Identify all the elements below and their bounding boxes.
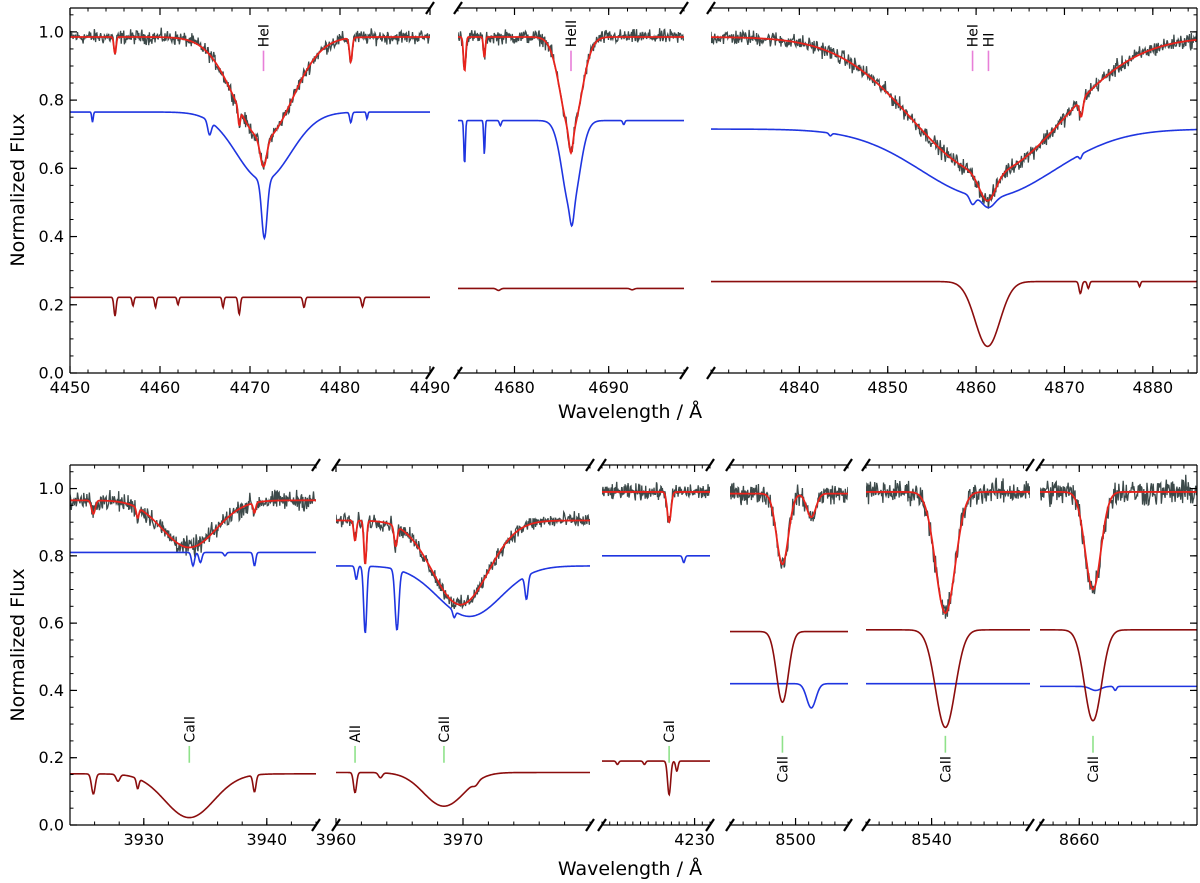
y-tick-label: 0.6 [39, 159, 64, 178]
x-tick-label: 3940 [246, 830, 287, 849]
line-id-label: CaII [1086, 756, 1102, 783]
x-tick-label: 4480 [320, 378, 361, 397]
hot-component-line [458, 119, 684, 228]
segment-1-1: 3960 3970 AlI CaII [316, 458, 595, 849]
axis-break-mark [1025, 818, 1035, 832]
x-tick-label: 8660 [1059, 830, 1100, 849]
y-tick-label: 1.0 [39, 479, 64, 498]
x-tick-label: 4870 [1044, 378, 1085, 397]
cool-component-line [730, 630, 848, 704]
x-tick-label: 4680 [494, 378, 535, 397]
segment-1-3: 8500 CaII [725, 458, 853, 849]
y-tick-label: 0.4 [39, 681, 64, 700]
line-id-label: CaII [775, 756, 791, 783]
observed-spectrum-line [602, 481, 710, 524]
segment-1-5: 8660 CaII [1035, 458, 1198, 849]
y-tick-label: 0.2 [39, 748, 64, 767]
composite-model-line [711, 36, 1197, 202]
x-tick-label: 4460 [140, 378, 181, 397]
x-tick-label: 3970 [443, 830, 484, 849]
hot-component-line [70, 551, 316, 568]
y-tick-label: 0.2 [39, 295, 64, 314]
hot-component-line [711, 128, 1197, 209]
segment-1-4: 8540 CaII [861, 458, 1035, 849]
x-tick-label: 4230 [674, 830, 715, 849]
segment-0-2: 4840 4850 4860 4870 4880 HeI HI [706, 1, 1198, 397]
x-tick-label: 4860 [956, 378, 997, 397]
line-id-label: HeII [564, 20, 580, 47]
segment-1-0: 3930 3940 0.0 0.2 0.4 0.6 0.8 1.0 CaII [39, 458, 321, 849]
composite-model-line [730, 492, 848, 566]
x-tick-label: 4470 [230, 378, 271, 397]
x-tick-label: 4840 [779, 378, 820, 397]
y-tick-label: 0.4 [39, 227, 64, 246]
hot-component-line [336, 565, 590, 634]
y-tick-label: 1.0 [39, 22, 64, 41]
top-x-axis-title: Wavelength / Å [558, 400, 702, 423]
x-tick-label: 8540 [911, 830, 952, 849]
observed-spectrum-line [711, 28, 1197, 209]
segment-0-0: 4450 4460 4470 4480 4490 0.0 0.2 0.4 0.6 0.8 1.0 He… [39, 1, 451, 397]
line-id-label: CaI [662, 720, 678, 742]
composite-model-line [336, 519, 590, 606]
y-tick-label: 0.6 [39, 614, 64, 633]
top-y-axis-title: Normalized Flux [7, 113, 29, 266]
x-tick-label: 3930 [123, 830, 164, 849]
bottom-y-axis-title: Normalized Flux [7, 568, 29, 721]
x-tick-label: 4690 [588, 378, 629, 397]
cool-component-line [602, 760, 710, 797]
line-id-label: HI [981, 33, 997, 48]
observed-spectrum-line [336, 509, 590, 610]
x-tick-label: 4880 [1132, 378, 1173, 397]
line-id-label: CaII [938, 756, 954, 783]
observed-spectrum-line [866, 477, 1030, 619]
hot-component-line [730, 682, 848, 709]
line-id-label: CaII [182, 716, 198, 743]
y-tick-label: 0.8 [39, 546, 64, 565]
bottom-x-axis-title: Wavelength / Å [558, 857, 702, 880]
line-id-label: AlI [348, 725, 364, 743]
x-tick-label: 8500 [775, 830, 816, 849]
x-tick-label: 4850 [867, 378, 908, 397]
cool-component-line [711, 280, 1197, 348]
cool-component-line [70, 296, 430, 317]
hot-component-line [602, 555, 710, 564]
x-tick-label: 3960 [316, 830, 357, 849]
composite-model-line [70, 36, 430, 168]
y-tick-label: 0.8 [39, 91, 64, 110]
composite-model-line [866, 491, 1030, 614]
hot-component-line [1040, 685, 1197, 692]
x-tick-label: 4490 [410, 378, 451, 397]
top-panel: 4450 4460 4470 4480 4490 0.0 0.2 0.4 0.6 0.8 1.0 He… [39, 1, 1198, 397]
cool-component-line [458, 287, 684, 292]
hot-component-line [70, 111, 430, 241]
y-tick-label: 0.0 [39, 816, 64, 835]
segment-0-1: 4680 4690 HeII [453, 1, 689, 397]
axis-break-mark [1025, 458, 1035, 472]
y-tick-label: 0.0 [39, 364, 64, 383]
cool-component-line [336, 771, 590, 807]
line-id-label: CaII [437, 716, 453, 743]
segment-1-2: 4230 CaI [597, 458, 715, 849]
line-id-label: HeI [257, 24, 273, 47]
observed-spectrum-line [70, 27, 430, 170]
composite-model-line [458, 36, 684, 156]
bottom-panel: 3930 3940 0.0 0.2 0.4 0.6 0.8 1.0 CaII 3960 3970 Al… [39, 458, 1198, 849]
line-id-label: HeI [966, 24, 982, 47]
cool-component-line [866, 629, 1030, 729]
cool-component-line [70, 773, 316, 819]
composite-model-line [602, 491, 710, 524]
composite-model-line [70, 499, 316, 549]
composite-model-line [1040, 491, 1197, 591]
x-tick-label: 4450 [50, 378, 91, 397]
cool-component-line [1040, 629, 1197, 722]
